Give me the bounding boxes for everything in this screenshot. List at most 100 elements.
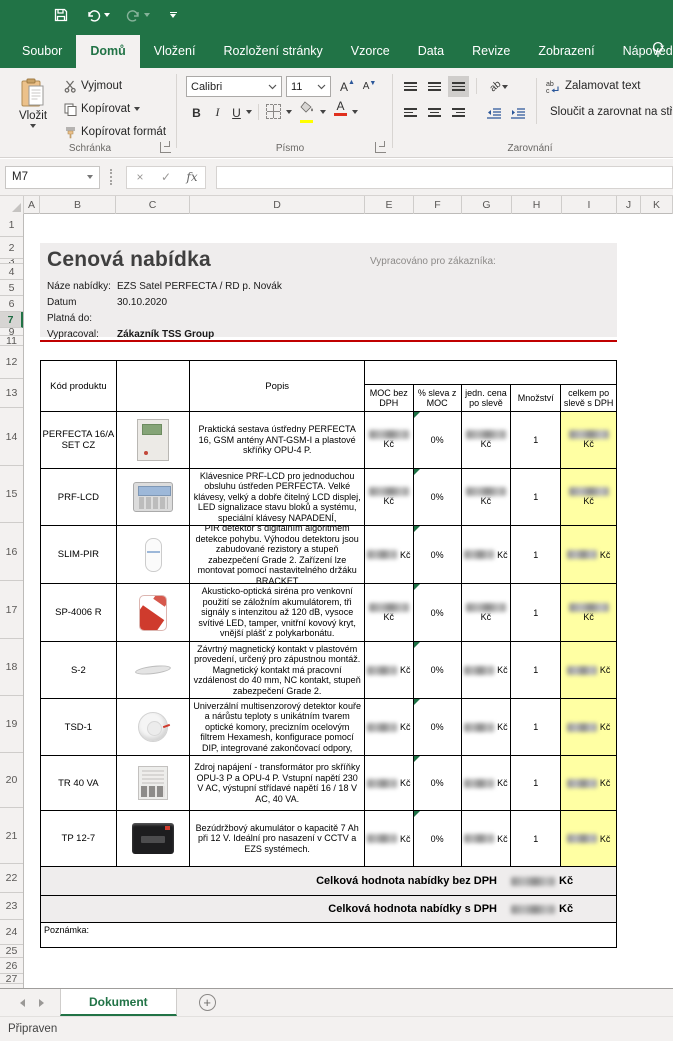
align-middle-button[interactable] xyxy=(424,76,445,97)
prev-sheet-icon[interactable] xyxy=(20,998,25,1007)
wrap-text-button[interactable]: ab c Zalamovat text xyxy=(546,76,640,96)
fill-color-caret-icon[interactable] xyxy=(320,110,326,114)
ribbon-tab-dom-[interactable]: Domů xyxy=(76,35,140,68)
clipboard-dialog-launcher-icon[interactable] xyxy=(160,142,171,153)
ribbon-tab-vlo-en-[interactable]: Vložení xyxy=(153,44,196,58)
row-header-4[interactable]: 4 xyxy=(0,264,23,280)
sheet-canvas[interactable]: Cenová nabídka Vypracováno pro zákazníka… xyxy=(24,214,673,988)
ribbon-tab-n-pov-da[interactable]: Nápověda xyxy=(622,44,673,58)
column-header-d[interactable]: D xyxy=(190,196,365,214)
increase-font-size-button[interactable]: A ▲ xyxy=(340,79,355,94)
total-inc-vat-label: Celková hodnota nabídky s DPH xyxy=(328,903,497,915)
row-header-21[interactable]: 21 xyxy=(0,808,23,864)
align-bottom-button[interactable] xyxy=(448,76,469,97)
decrease-font-size-button[interactable]: A ▼ xyxy=(362,80,377,92)
select-all-corner[interactable] xyxy=(0,196,24,214)
row-header-7[interactable]: 7 xyxy=(0,312,23,328)
insert-function-icon[interactable]: fx xyxy=(186,170,198,184)
next-sheet-icon[interactable] xyxy=(39,998,44,1007)
row-header-2[interactable]: 2 xyxy=(0,237,23,259)
column-header-i[interactable]: I xyxy=(562,196,617,214)
cancel-icon[interactable]: × xyxy=(136,170,144,184)
column-header-g[interactable]: G xyxy=(462,196,512,214)
save-icon[interactable] xyxy=(52,6,70,24)
row-header-20[interactable]: 20 xyxy=(0,753,23,808)
align-right-button[interactable] xyxy=(448,102,469,123)
italic-button[interactable]: I xyxy=(215,105,220,119)
font-name-combo[interactable]: Calibri xyxy=(186,76,282,97)
align-top-button[interactable] xyxy=(400,76,421,97)
row-header-18[interactable]: 18 xyxy=(0,639,23,696)
paste-button[interactable]: Vložit xyxy=(10,74,56,146)
customize-qat-icon[interactable] xyxy=(164,6,182,24)
tell-me-lightbulb-icon[interactable] xyxy=(649,40,669,60)
undo-button[interactable] xyxy=(84,6,110,24)
font-color-button[interactable]: A xyxy=(334,100,347,116)
row-header-23[interactable]: 23 xyxy=(0,893,23,920)
row-header-15[interactable]: 15 xyxy=(0,466,23,523)
row-header-12[interactable]: 12 xyxy=(0,346,23,379)
redacted-total xyxy=(511,904,555,914)
currency-label: Kč xyxy=(383,611,395,622)
column-header-b[interactable]: B xyxy=(40,196,116,214)
ribbon-tab-data[interactable]: Data xyxy=(417,44,445,58)
borders-icon[interactable] xyxy=(266,104,281,119)
ribbon-tab-soubor[interactable]: Soubor xyxy=(22,44,63,58)
fill-color-button[interactable] xyxy=(300,101,316,123)
decrease-indent-button[interactable] xyxy=(484,102,505,123)
row-header-17[interactable]: 17 xyxy=(0,581,23,639)
row-header-5[interactable]: 5 xyxy=(0,280,23,296)
row-header-14[interactable]: 14 xyxy=(0,408,23,466)
row-header-16[interactable]: 16 xyxy=(0,523,23,581)
ribbon-tab-revize[interactable]: Revize xyxy=(472,44,511,58)
borders-caret-icon[interactable] xyxy=(286,110,292,114)
column-header-e[interactable]: E xyxy=(365,196,414,214)
redacted-price xyxy=(465,602,506,612)
redacted-price xyxy=(568,602,609,612)
row-header-13[interactable]: 13 xyxy=(0,379,23,408)
font-dialog-launcher-icon[interactable] xyxy=(375,142,386,153)
format-painter-button[interactable]: Kopírovat formát xyxy=(64,122,166,142)
sheet-tab-dokument[interactable]: Dokument xyxy=(60,989,177,1016)
product-image-cell xyxy=(116,642,191,699)
column-header-f[interactable]: F xyxy=(414,196,462,214)
underline-button[interactable]: U xyxy=(232,105,241,120)
row-header-11[interactable]: 11 xyxy=(0,336,23,346)
row-header-1[interactable]: 1 xyxy=(0,214,23,237)
column-header-c[interactable]: C xyxy=(116,196,190,214)
font-color-caret-icon[interactable] xyxy=(352,110,358,114)
redo-button[interactable] xyxy=(124,6,150,24)
row-header-19[interactable]: 19 xyxy=(0,696,23,753)
row-header-22[interactable]: 22 xyxy=(0,864,23,893)
increase-indent-button[interactable] xyxy=(508,102,529,123)
ribbon-tab-zobrazen-[interactable]: Zobrazení xyxy=(538,44,595,58)
copy-button[interactable]: Kopírovat xyxy=(64,99,141,119)
column-header-j[interactable]: J xyxy=(617,196,641,214)
row-header-3[interactable]: 3 xyxy=(0,259,23,264)
font-size-combo[interactable]: 11 xyxy=(286,76,331,97)
row-header-9[interactable]: 9 xyxy=(0,328,23,336)
merge-center-button[interactable]: Sloučit a zarovnat na stř xyxy=(546,102,672,122)
formula-input[interactable] xyxy=(216,165,673,189)
column-header-a[interactable]: A xyxy=(24,196,40,214)
row-header-24[interactable]: 24 xyxy=(0,920,23,945)
ribbon-tab-rozlo-en-str-nky[interactable]: Rozložení stránky xyxy=(223,44,323,58)
row-header-6[interactable]: 6 xyxy=(0,296,23,312)
add-sheet-icon[interactable]: + xyxy=(198,994,216,1011)
enter-icon[interactable]: ✓ xyxy=(160,170,172,184)
orientation-button[interactable]: ab xyxy=(484,76,514,97)
underline-caret-icon[interactable] xyxy=(246,110,252,114)
row-header-27[interactable]: 27 xyxy=(0,974,23,984)
row-header-25[interactable]: 25 xyxy=(0,945,23,958)
align-center-button[interactable] xyxy=(424,102,445,123)
status-text: Připraven xyxy=(8,1023,58,1035)
bold-button[interactable]: B xyxy=(192,105,201,120)
column-header-k[interactable]: K xyxy=(641,196,673,214)
cut-button[interactable]: Vyjmout xyxy=(64,76,122,96)
product-description: Praktická sestava ústředny PERFECTA 16, … xyxy=(190,412,365,469)
ribbon-tab-vzorce[interactable]: Vzorce xyxy=(350,44,390,58)
align-left-button[interactable] xyxy=(400,102,421,123)
name-box[interactable]: M7 xyxy=(5,165,100,189)
column-header-h[interactable]: H xyxy=(512,196,562,214)
row-header-26[interactable]: 26 xyxy=(0,958,23,974)
